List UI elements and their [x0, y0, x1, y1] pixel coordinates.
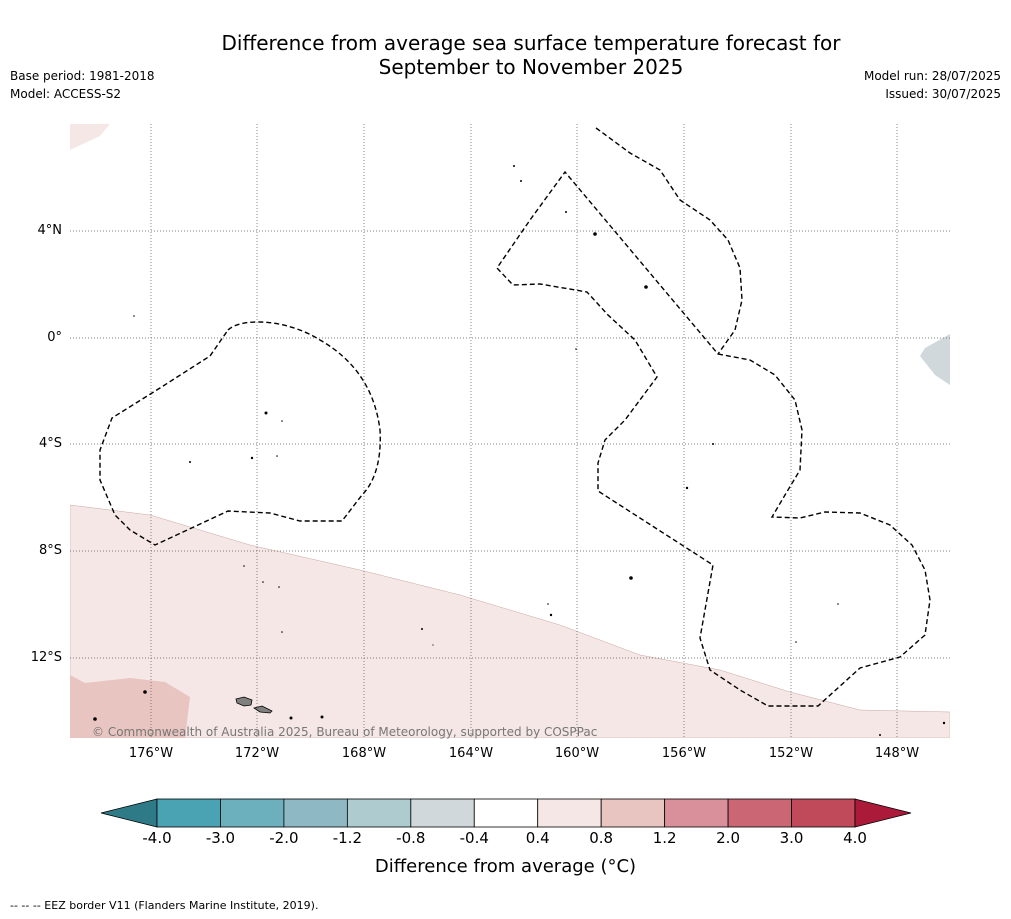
lat-label-4n: 4°N: [37, 223, 63, 238]
lon-label-164w: 164°W: [448, 746, 494, 761]
model-text: Model: ACCESS-S2: [10, 87, 122, 101]
colorbar-tick-label: 3.0: [779, 829, 804, 847]
colorbar-bin-1: [220, 798, 285, 828]
colorbar-bin-4: [410, 798, 475, 828]
colorbar-tick-label: 1.2: [652, 829, 677, 847]
colorbar-tick-label: -2.0: [269, 829, 299, 847]
lon-label-152w: 152°W: [768, 746, 814, 761]
title-line-1: Difference from average sea surface temp…: [221, 31, 841, 55]
graticule: [70, 124, 950, 738]
lon-label-172w: 172°W: [234, 746, 280, 761]
title-line-2: September to November 2025: [378, 55, 684, 79]
base-period-text: Base period: 1981-2018: [10, 69, 155, 83]
colorbar-tick-label: -0.8: [396, 829, 426, 847]
lat-label-12s: 12°S: [30, 650, 62, 665]
colorbar-bin-10: [791, 798, 856, 828]
colorbar-over-arrow: [854, 798, 912, 828]
colorbar-tick-label: 4.0: [843, 829, 867, 847]
lat-label-8s: 8°S: [38, 543, 62, 558]
cool-anomaly-patch-east: [920, 334, 950, 385]
model-run-text: Model run: 28/07/2025: [863, 69, 1001, 83]
colorbar-tick-label: -3.0: [205, 829, 236, 847]
colorbar-bin-9: [727, 798, 792, 828]
copyright-text: © Commonwealth of Australia 2025, Bureau…: [92, 725, 598, 739]
eez-border-line-kiribati: [496, 127, 931, 707]
lon-label-176w: 176°W: [128, 746, 174, 761]
right-metadata: Model run: 28/07/2025 Issued: 30/07/2025: [864, 67, 1001, 103]
colorbar-tick-label: -4.0: [142, 829, 172, 847]
strong-warm-anomaly-region: [70, 675, 190, 738]
colorbar-bin-2: [283, 798, 348, 828]
lat-label-4s: 4°S: [38, 436, 62, 451]
eez-legend-note: -- -- -- EEZ border V11 (Flanders Marine…: [10, 899, 319, 912]
samoa-island-savaii: [253, 705, 273, 714]
colorbar-bin-8: [664, 798, 729, 828]
chart-title: Difference from average sea surface temp…: [0, 31, 1011, 79]
colorbar-title: Difference from average (°C): [374, 856, 637, 877]
colorbar-tick-label: 2.0: [716, 829, 740, 847]
colorbar-tick-label: 0.8: [589, 829, 614, 847]
issued-text: Issued: 30/07/2025: [885, 87, 1001, 101]
lon-label-160w: 160°W: [554, 746, 600, 761]
colorbar-tick-label: -1.2: [332, 829, 362, 847]
colorbar-under-arrow: [100, 798, 158, 828]
colorbar-tick-label: 0.4: [525, 829, 550, 847]
samoa-island-upolu: [235, 696, 253, 707]
warm-anomaly-patch-nw: [70, 124, 110, 150]
colorbar-bin-6: [537, 798, 602, 828]
colorbar-bin-0: [156, 798, 221, 828]
colorbar-bin-7: [600, 798, 666, 828]
eez-border-west: [99, 321, 381, 546]
left-metadata: Base period: 1981-2018 Model: ACCESS-S2: [10, 67, 155, 103]
lon-label-156w: 156°W: [661, 746, 707, 761]
colorbar-tick-label: -0.4: [459, 829, 489, 847]
colorbar-bin-3: [346, 798, 412, 828]
lon-label-148w: 148°W: [874, 746, 920, 761]
lat-label-equator: 0°: [47, 330, 62, 345]
colorbar-bin-5: [473, 798, 539, 828]
warm-anomaly-region: [70, 504, 950, 738]
lon-label-168w: 168°W: [341, 746, 387, 761]
islands-small: [93, 165, 946, 736]
